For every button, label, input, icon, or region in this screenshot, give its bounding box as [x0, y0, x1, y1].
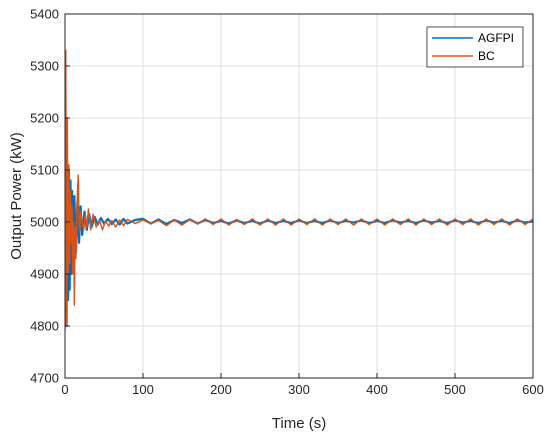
y-tick-label: 5000 [30, 215, 59, 230]
series-line-bc [65, 49, 533, 332]
x-tick-label: 300 [288, 382, 310, 397]
legend-box [426, 26, 524, 68]
y-tick-label: 5300 [30, 59, 59, 74]
y-axis-label: Output Power (kW) [8, 132, 25, 260]
y-tick-label: 5200 [30, 111, 59, 126]
y-tick-label: 4900 [30, 267, 59, 282]
y-tick-label: 4800 [30, 319, 59, 334]
x-axis-label: Time (s) [272, 415, 326, 432]
y-tick-label: 5400 [30, 7, 59, 22]
x-tick-label: 200 [210, 382, 232, 397]
x-tick-label: 0 [61, 382, 68, 397]
legend-label-agfpi: AGFPI [478, 31, 514, 45]
axis-ticks: 0 100 200 300 400 500 600 4700 4800 4900 5000 5100 5… [30, 7, 544, 398]
x-tick-label: 100 [132, 382, 154, 397]
grid-lines [65, 14, 533, 378]
x-tick-label: 500 [444, 382, 466, 397]
legend-label-bc: BC [478, 49, 495, 63]
plot-lines [65, 49, 533, 332]
y-tick-label: 5100 [30, 163, 59, 178]
x-tick-label: 600 [522, 382, 544, 397]
x-tick-label: 400 [366, 382, 388, 397]
legend: AGFPI BC [426, 26, 524, 68]
y-tick-label: 4700 [30, 371, 59, 386]
